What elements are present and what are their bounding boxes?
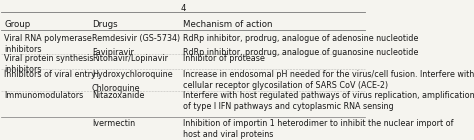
Text: Viral RNA polymerase
inhibitors: Viral RNA polymerase inhibitors <box>4 34 92 54</box>
Text: Viral protein synthesis
inhibitors: Viral protein synthesis inhibitors <box>4 54 94 74</box>
Text: RdRp inhibitor, prodrug, analogue of adenosine nucleotide: RdRp inhibitor, prodrug, analogue of ade… <box>183 34 419 43</box>
Text: Mechanism of action: Mechanism of action <box>183 20 273 29</box>
Text: RdRp inhibitor, prodrug, analogue of guanosine nucleotide: RdRp inhibitor, prodrug, analogue of gua… <box>183 48 419 57</box>
Text: 4: 4 <box>180 4 186 13</box>
Text: Inhibitors of viral entry: Inhibitors of viral entry <box>4 70 96 79</box>
Text: Chloroquine: Chloroquine <box>92 84 140 93</box>
Text: Group: Group <box>4 20 31 29</box>
Text: Drugs: Drugs <box>92 20 118 29</box>
Text: Immunomodulators: Immunomodulators <box>4 91 83 100</box>
Text: Ritonavir/Lopinavir: Ritonavir/Lopinavir <box>92 54 168 63</box>
Text: Favipiravir: Favipiravir <box>92 48 134 57</box>
Text: Inhibition of importin 1 heterodimer to inhibit the nuclear import of
host and v: Inhibition of importin 1 heterodimer to … <box>183 119 454 139</box>
Text: Remdesivir (GS-5734): Remdesivir (GS-5734) <box>92 34 180 43</box>
Text: Hydroxychloroquine: Hydroxychloroquine <box>92 70 173 79</box>
Text: Inhibitor of protease: Inhibitor of protease <box>183 54 265 63</box>
Text: Increase in endosomal pH needed for the virus/cell fusion. Interfere with
cellul: Increase in endosomal pH needed for the … <box>183 70 474 90</box>
Text: Nitazoxanide: Nitazoxanide <box>92 91 144 100</box>
Text: Ivermectin: Ivermectin <box>92 119 135 128</box>
Text: Interfere with host regulated pathways of virus replication, amplification
of ty: Interfere with host regulated pathways o… <box>183 91 474 111</box>
